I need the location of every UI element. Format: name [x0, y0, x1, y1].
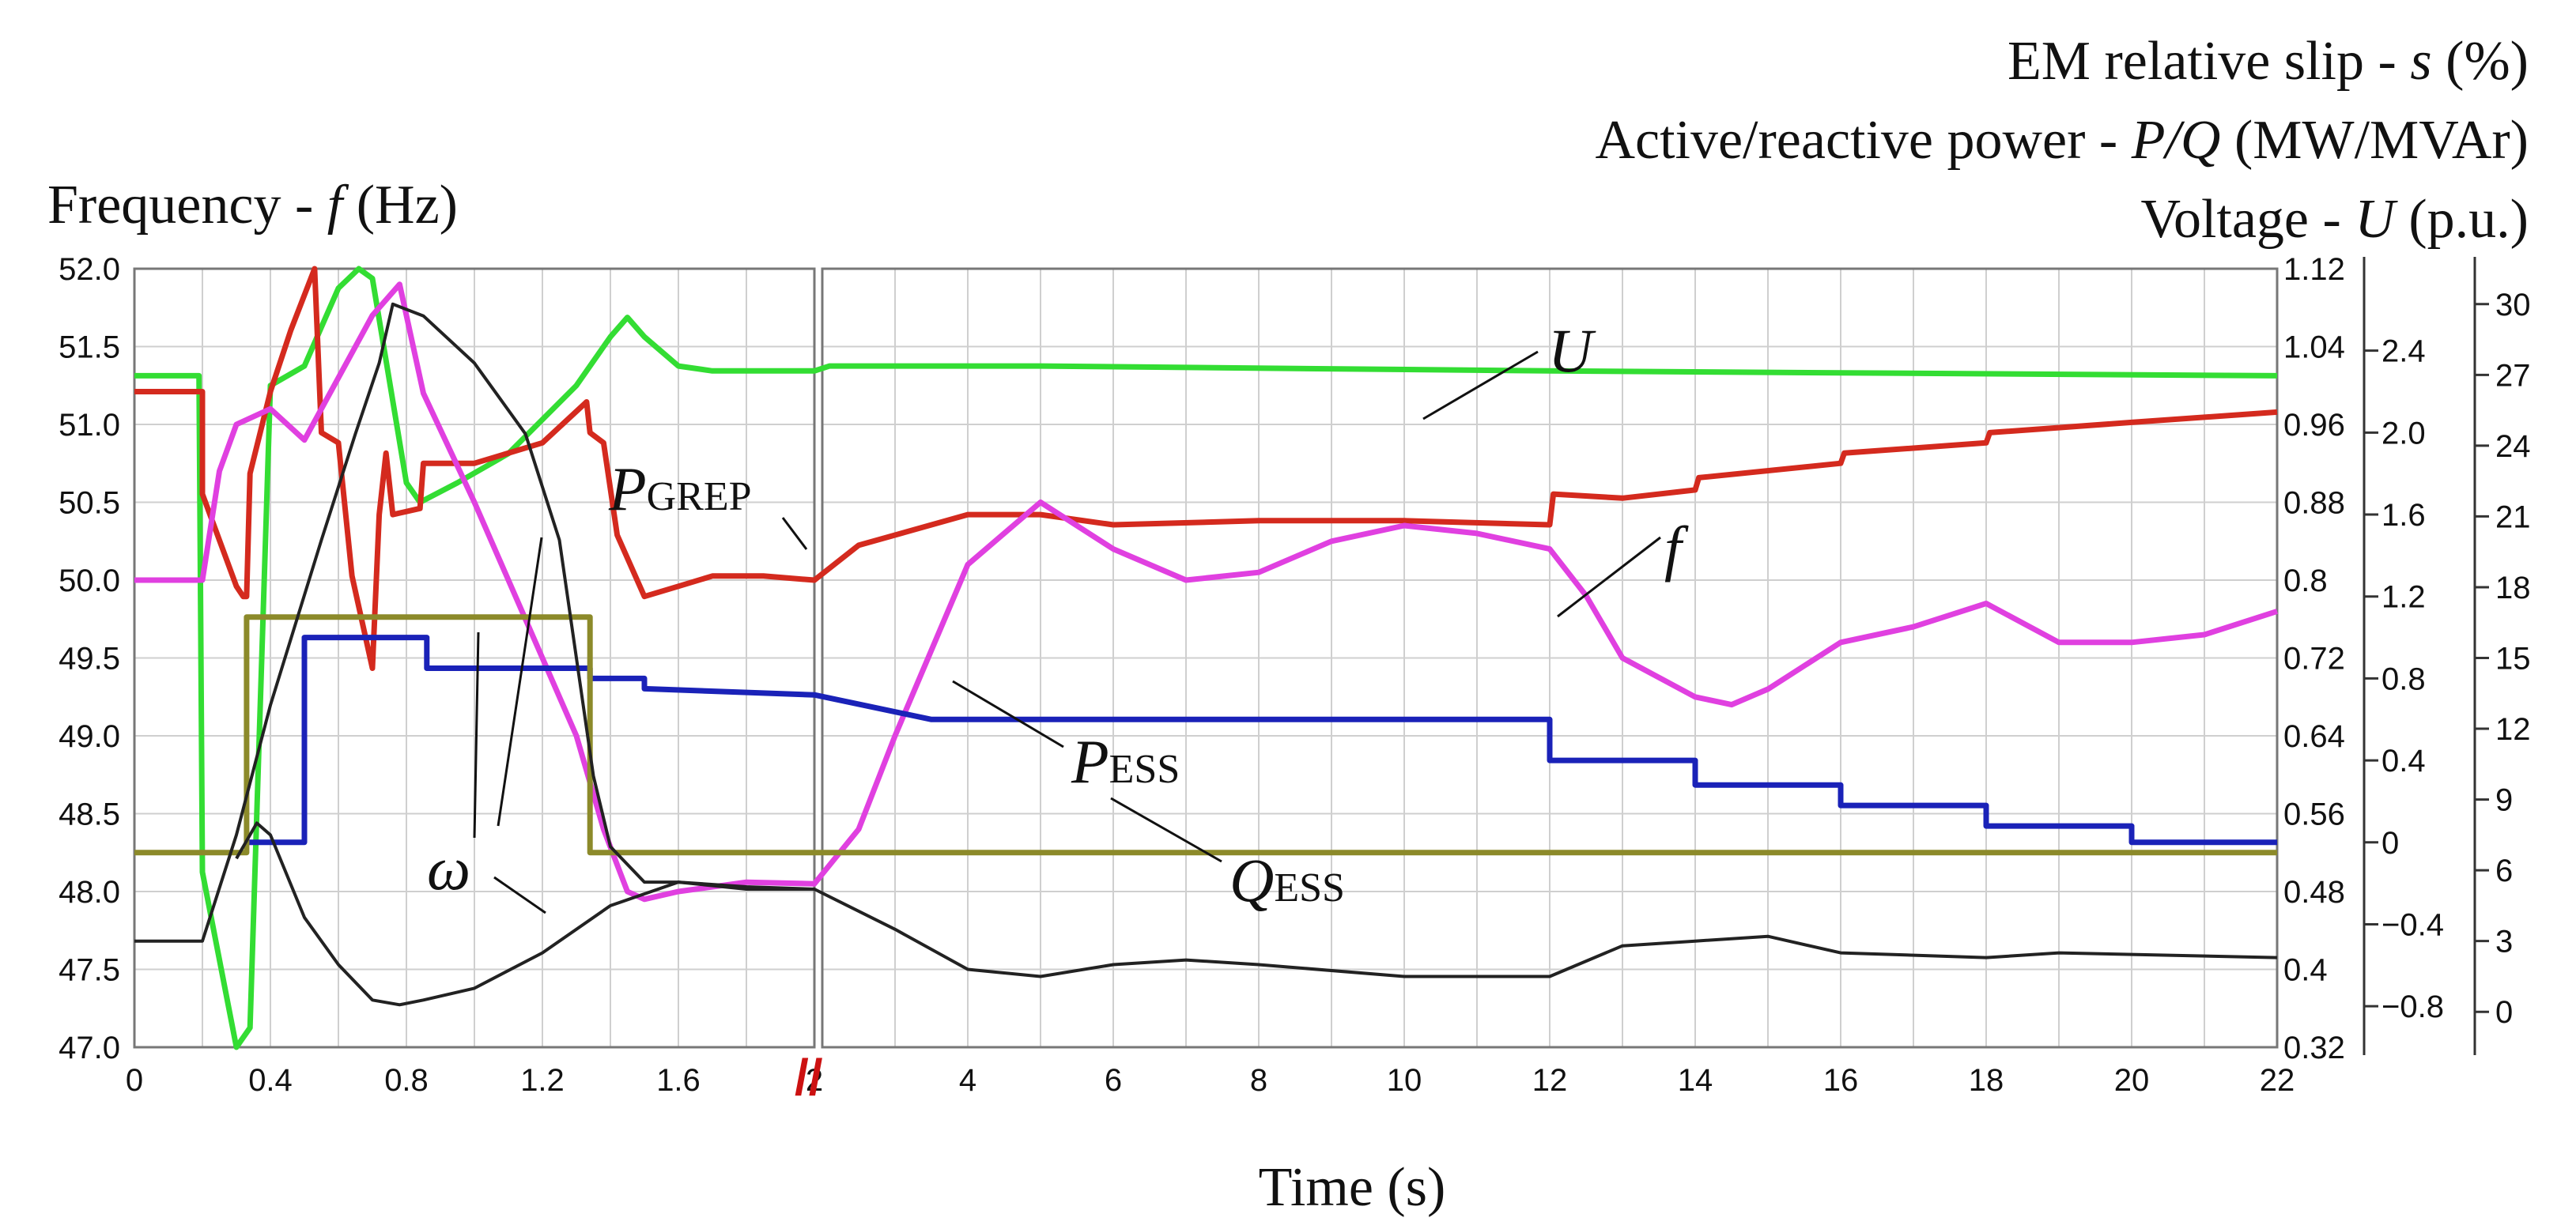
x-tick-label: 1.6 [656, 1063, 701, 1098]
voltage-tick-label: 0.4 [2283, 953, 2328, 988]
x-tick-label: 0.8 [384, 1063, 429, 1098]
leader-omega-3 [493, 876, 546, 914]
x-tick-label: 4 [959, 1063, 976, 1098]
voltage-tick-label: 0.56 [2283, 797, 2345, 832]
x-tick-label: 10 [1387, 1063, 1422, 1098]
x-tick-label: 8 [1250, 1063, 1267, 1098]
power-tick-label: 0 [2381, 826, 2399, 861]
slip-tick-label: 18 [2495, 571, 2531, 605]
plot-frame-left [133, 267, 816, 1049]
frequency-tick-label: 48.0 [59, 875, 120, 910]
tick-labels: 52.0 51.5 51.0 50.5 50.0 49.5 49.0 48.5 48.0 47.5… [59, 252, 2530, 1106]
power-tick-label: 1.2 [2381, 580, 2426, 615]
axis-break-mark: // [795, 1049, 823, 1106]
power-tick-label: 0.8 [2381, 662, 2426, 696]
x-tick-label: 16 [1823, 1063, 1859, 1098]
leader-U [1422, 350, 1539, 420]
series-f-line [134, 281, 2279, 903]
slip-tick-label: 9 [2495, 783, 2513, 818]
frequency-tick-label: 51.0 [59, 408, 120, 443]
x-tick-label: 22 [2260, 1063, 2295, 1098]
x-tick-label: 1.2 [520, 1063, 565, 1098]
voltage-tick-label: 1.12 [2283, 252, 2345, 287]
voltage-tick-label: 0.96 [2283, 408, 2345, 443]
voltage-tick-label: 0.64 [2283, 719, 2345, 754]
power-tick-label: 1.6 [2381, 498, 2426, 533]
slip-tick-label: 21 [2495, 500, 2531, 534]
voltage-tick-label: 0.8 [2283, 564, 2328, 598]
slip-tick-label: 6 [2495, 854, 2513, 888]
slip-tick-label: 15 [2495, 642, 2531, 677]
leader-QESS [1110, 797, 1222, 863]
x-tick-label: 12 [1532, 1063, 1568, 1098]
power-tick-label: 2.0 [2381, 416, 2426, 451]
series-slip-trace-line [235, 821, 815, 1007]
leader-PGREP [781, 517, 808, 550]
plot-frame [133, 257, 2476, 1055]
slip-axis-title: EM relative slip - s (%) [2008, 31, 2529, 92]
leader-omega-1 [497, 537, 543, 827]
x-tick-label: 14 [1678, 1063, 1713, 1098]
power-tick-label: 0.4 [2381, 744, 2426, 778]
leader-PESS [952, 680, 1064, 748]
voltage-tick-label: 0.88 [2283, 486, 2345, 521]
x-axis-label: Time (s) [1259, 1157, 1446, 1218]
voltage-tick-label: 0.48 [2283, 875, 2345, 910]
x-tick-label: 18 [1969, 1063, 2004, 1098]
power-tick-label: −0.4 [2381, 907, 2444, 942]
x-tick-label: 0 [126, 1063, 143, 1098]
label-omega: ω [427, 834, 470, 903]
leader-omega-2 [473, 631, 480, 839]
frequency-axis-title: Frequency - f (Hz) [47, 175, 458, 236]
label-QESS: QESS [1229, 846, 1345, 914]
series-U-line [134, 266, 2278, 1050]
slip-tick-label: 12 [2495, 712, 2531, 747]
frequency-tick-label: 49.0 [59, 719, 120, 754]
frequency-tick-label: 51.5 [59, 330, 120, 365]
frequency-tick-label: 47.5 [59, 953, 120, 988]
label-PESS: PESS [1071, 727, 1180, 796]
power-tick-label: −0.8 [2381, 990, 2444, 1024]
voltage-axis-title: Voltage - U (p.u.) [2140, 189, 2529, 250]
label-PGREP: PGREP [608, 454, 752, 523]
frequency-tick-label: 50.0 [59, 564, 120, 598]
annotations: U PGREP f PESS QESS ω [427, 316, 1689, 914]
frequency-tick-label: 48.5 [59, 797, 120, 832]
x-tick-label: 2 [806, 1063, 823, 1098]
slip-tick-label: 3 [2495, 925, 2513, 959]
label-f: f [1664, 514, 1689, 582]
grid [134, 268, 2277, 1048]
series-PESS-line [246, 635, 2277, 846]
frequency-tick-label: 50.5 [59, 486, 120, 521]
series-PGREP-line [134, 266, 2278, 671]
slip-tick-label: 24 [2495, 429, 2531, 464]
frequency-tick-label: 49.5 [59, 642, 120, 677]
voltage-tick-label: 0.72 [2283, 642, 2345, 677]
slip-tick-label: 30 [2495, 288, 2531, 322]
series-layer [134, 266, 2279, 1050]
x-tick-label: 20 [2114, 1063, 2150, 1098]
frequency-tick-label: 52.0 [59, 252, 120, 287]
label-U: U [1548, 316, 1596, 385]
x-tick-label: 0.4 [248, 1063, 293, 1098]
series-QESS-line [134, 614, 2277, 856]
frequency-tick-label: 47.0 [59, 1031, 120, 1065]
plot-frame-right [821, 267, 2279, 1049]
leader-f [1557, 536, 1661, 618]
slip-tick-label: 27 [2495, 358, 2531, 393]
voltage-tick-label: 1.04 [2283, 330, 2345, 365]
x-tick-label: 6 [1105, 1063, 1122, 1098]
voltage-tick-label: 0.32 [2283, 1031, 2345, 1065]
power-tick-label: 2.4 [2381, 334, 2426, 369]
slip-tick-label: 0 [2495, 995, 2513, 1030]
power-axis-title: Active/reactive power - P/Q (MW/MVAr) [1595, 110, 2529, 171]
